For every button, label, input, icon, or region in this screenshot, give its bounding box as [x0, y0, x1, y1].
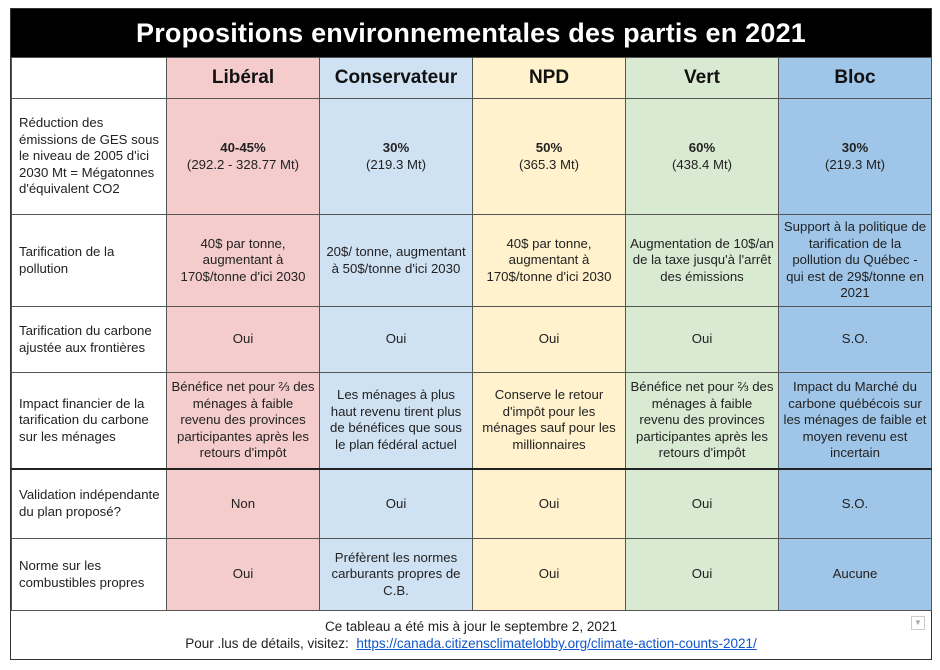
cell-value: Non — [230, 495, 256, 511]
cell-value: (219.3 Mt) — [824, 156, 886, 172]
cell-conservateur: Oui — [319, 306, 473, 373]
cell-value: Conserve le retour d'impôt pour les ména… — [482, 387, 616, 452]
cell-vert: Augmentation de 10$/an de la taxe jusqu'… — [625, 214, 779, 307]
cell-value: Préfèrent les normes carburants propres … — [331, 549, 461, 598]
table-row: Tarification du carbone ajustée aux fron… — [11, 306, 932, 373]
cell-conservateur: 30% (219.3 Mt) — [319, 98, 473, 215]
cell-bloc: Aucune — [778, 538, 932, 611]
cell-value: Oui — [385, 331, 407, 347]
cell-vert: Bénéfice net pour ⅔ des ménages à faible… — [625, 372, 779, 469]
cell-value: (292.2 - 328.77 Mt) — [186, 156, 300, 172]
cell-liberal: Oui — [166, 306, 320, 373]
cell-npd: 50% (365.3 Mt) — [472, 98, 626, 215]
cell-liberal: 40-45% (292.2 - 328.77 Mt) — [166, 98, 320, 215]
cell-conservateur: Oui — [319, 467, 473, 539]
cell-value: Aucune — [832, 566, 878, 582]
cell-value: Bénéfice net pour ⅔ des ménages à faible… — [171, 379, 315, 460]
cell-liberal: Non — [166, 467, 320, 539]
footer-details-prefix: Pour .lus de détails, visitez: — [185, 636, 349, 651]
table-row: Réduction des émissions de GES sous le n… — [11, 98, 932, 215]
cell-conservateur: Les ménages à plus haut revenu tirent pl… — [319, 372, 473, 469]
header-liberal: Libéral — [166, 57, 320, 99]
header-vert: Vert — [625, 57, 779, 99]
cell-value-bold: 60% — [688, 140, 716, 155]
cell-value: Oui — [538, 495, 560, 511]
cell-vert: Oui — [625, 467, 779, 539]
row-label: Tarification du carbone ajustée aux fron… — [11, 306, 167, 373]
cell-vert: Oui — [625, 538, 779, 611]
table-row: Validation indépendante du plan proposé?… — [11, 467, 932, 539]
row-label: Tarification de la pollution — [11, 214, 167, 307]
row-label: Validation indépendante du plan proposé? — [11, 467, 167, 539]
footer-details: Pour .lus de détails, visitez: https://c… — [11, 635, 931, 652]
cell-value: Les ménages à plus haut revenu tirent pl… — [330, 387, 462, 452]
header-conservateur: Conservateur — [319, 57, 473, 99]
cell-value: (365.3 Mt) — [518, 156, 580, 172]
cell-value: Oui — [691, 566, 713, 582]
cell-npd: Conserve le retour d'impôt pour les ména… — [472, 372, 626, 469]
dropdown-arrow-icon[interactable]: ▼ — [911, 616, 925, 630]
header-corner — [11, 57, 167, 99]
cell-vert: Oui — [625, 306, 779, 373]
row-label: Norme sur les combustibles propres — [11, 538, 167, 611]
cell-vert: 60% (438.4 Mt) — [625, 98, 779, 215]
cell-value: Bénéfice net pour ⅔ des ménages à faible… — [630, 379, 774, 460]
source-link[interactable]: https://canada.citizensclimatelobby.org/… — [356, 636, 757, 651]
cell-value-bold: 40-45% — [220, 140, 266, 155]
cell-npd: Oui — [472, 306, 626, 373]
cell-liberal: Bénéfice net pour ⅔ des ménages à faible… — [166, 372, 320, 469]
cell-conservateur: 20$/ tonne, augmentant à 50$/tonne d'ici… — [319, 214, 473, 307]
cell-value: Support à la politique de tarification d… — [783, 219, 927, 301]
cell-liberal: Oui — [166, 538, 320, 611]
comparison-sheet: Propositions environnementales des parti… — [10, 8, 932, 660]
cell-value: Impact du Marché du carbone québécois su… — [783, 379, 927, 460]
row-label: Réduction des émissions de GES sous le n… — [11, 98, 167, 215]
cell-value: Augmentation de 10$/an de la taxe jusqu'… — [630, 235, 774, 284]
header-npd: NPD — [472, 57, 626, 99]
cell-value-bold: 50% — [535, 140, 563, 155]
footer: Ce tableau a été mis à jour le septembre… — [11, 608, 931, 660]
page-title: Propositions environnementales des parti… — [11, 9, 931, 57]
cell-value: 20$/ tonne, augmentant à 50$/tonne d'ici… — [326, 244, 466, 276]
cell-liberal: 40$ par tonne, augmentant à 170$/tonne d… — [166, 214, 320, 307]
cell-bloc: Support à la politique de tarification d… — [778, 214, 932, 307]
cell-bloc: Impact du Marché du carbone québécois su… — [778, 372, 932, 469]
cell-value: 40$ par tonne, augmentant à 170$/tonne d… — [180, 235, 306, 284]
cell-value-bold: 30% — [382, 140, 410, 155]
cell-bloc: S.O. — [778, 306, 932, 373]
cell-npd: 40$ par tonne, augmentant à 170$/tonne d… — [472, 214, 626, 307]
cell-bloc: 30% (219.3 Mt) — [778, 98, 932, 215]
cell-value-bold: 30% — [841, 140, 869, 155]
header-row: Libéral Conservateur NPD Vert Bloc — [11, 57, 932, 99]
cell-value: Oui — [538, 566, 560, 582]
comparison-table: Libéral Conservateur NPD Vert Bloc Réduc… — [11, 57, 932, 611]
cell-value: (438.4 Mt) — [671, 156, 733, 172]
cell-value: 40$ par tonne, augmentant à 170$/tonne d… — [486, 235, 612, 284]
cell-npd: Oui — [472, 467, 626, 539]
cell-value: S.O. — [841, 495, 869, 511]
header-bloc: Bloc — [778, 57, 932, 99]
table-row: Tarification de la pollution 40$ par tonn… — [11, 214, 932, 307]
cell-value: Oui — [691, 495, 713, 511]
cell-value: Oui — [691, 331, 713, 347]
cell-value: (219.3 Mt) — [365, 156, 427, 172]
cell-value: Oui — [232, 566, 254, 582]
table-row: Norme sur les combustibles propres Oui Pré… — [11, 538, 932, 611]
row-label: Impact financier de la tarification du c… — [11, 372, 167, 469]
cell-npd: Oui — [472, 538, 626, 611]
cell-value: Oui — [232, 331, 254, 347]
cell-bloc: S.O. — [778, 467, 932, 539]
cell-conservateur: Préfèrent les normes carburants propres … — [319, 538, 473, 611]
cell-value: Oui — [538, 331, 560, 347]
table-row: Impact financier de la tarification du c… — [11, 372, 932, 469]
footer-updated: Ce tableau a été mis à jour le septembre… — [325, 619, 617, 634]
cell-value: Oui — [385, 495, 407, 511]
cell-value: S.O. — [841, 331, 869, 347]
